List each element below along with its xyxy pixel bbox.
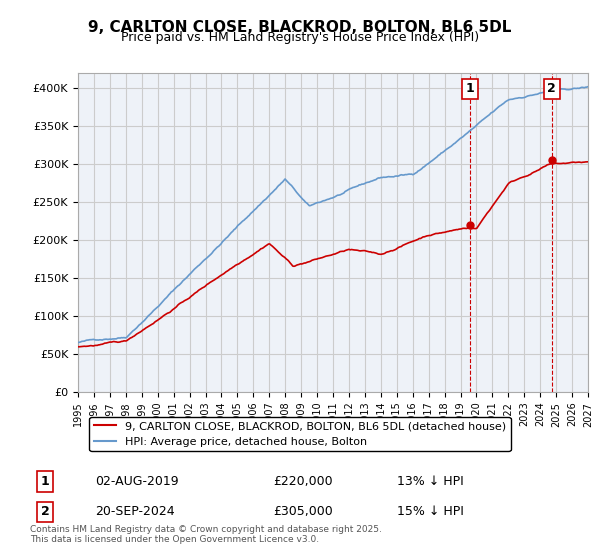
Legend: 9, CARLTON CLOSE, BLACKROD, BOLTON, BL6 5DL (detached house), HPI: Average price: 9, CARLTON CLOSE, BLACKROD, BOLTON, BL6 … — [89, 417, 511, 451]
Text: 13% ↓ HPI: 13% ↓ HPI — [397, 475, 464, 488]
Text: £305,000: £305,000 — [273, 505, 333, 519]
Text: 2: 2 — [547, 82, 556, 95]
Text: £220,000: £220,000 — [273, 475, 332, 488]
Text: Price paid vs. HM Land Registry's House Price Index (HPI): Price paid vs. HM Land Registry's House … — [121, 31, 479, 44]
Text: 9, CARLTON CLOSE, BLACKROD, BOLTON, BL6 5DL: 9, CARLTON CLOSE, BLACKROD, BOLTON, BL6 … — [88, 20, 512, 35]
Text: 2: 2 — [41, 505, 50, 519]
Text: 20-SEP-2024: 20-SEP-2024 — [95, 505, 175, 519]
Text: 1: 1 — [41, 475, 50, 488]
Text: Contains HM Land Registry data © Crown copyright and database right 2025.
This d: Contains HM Land Registry data © Crown c… — [30, 525, 382, 544]
Text: 1: 1 — [466, 82, 474, 95]
Text: 02-AUG-2019: 02-AUG-2019 — [95, 475, 178, 488]
Text: 15% ↓ HPI: 15% ↓ HPI — [397, 505, 464, 519]
